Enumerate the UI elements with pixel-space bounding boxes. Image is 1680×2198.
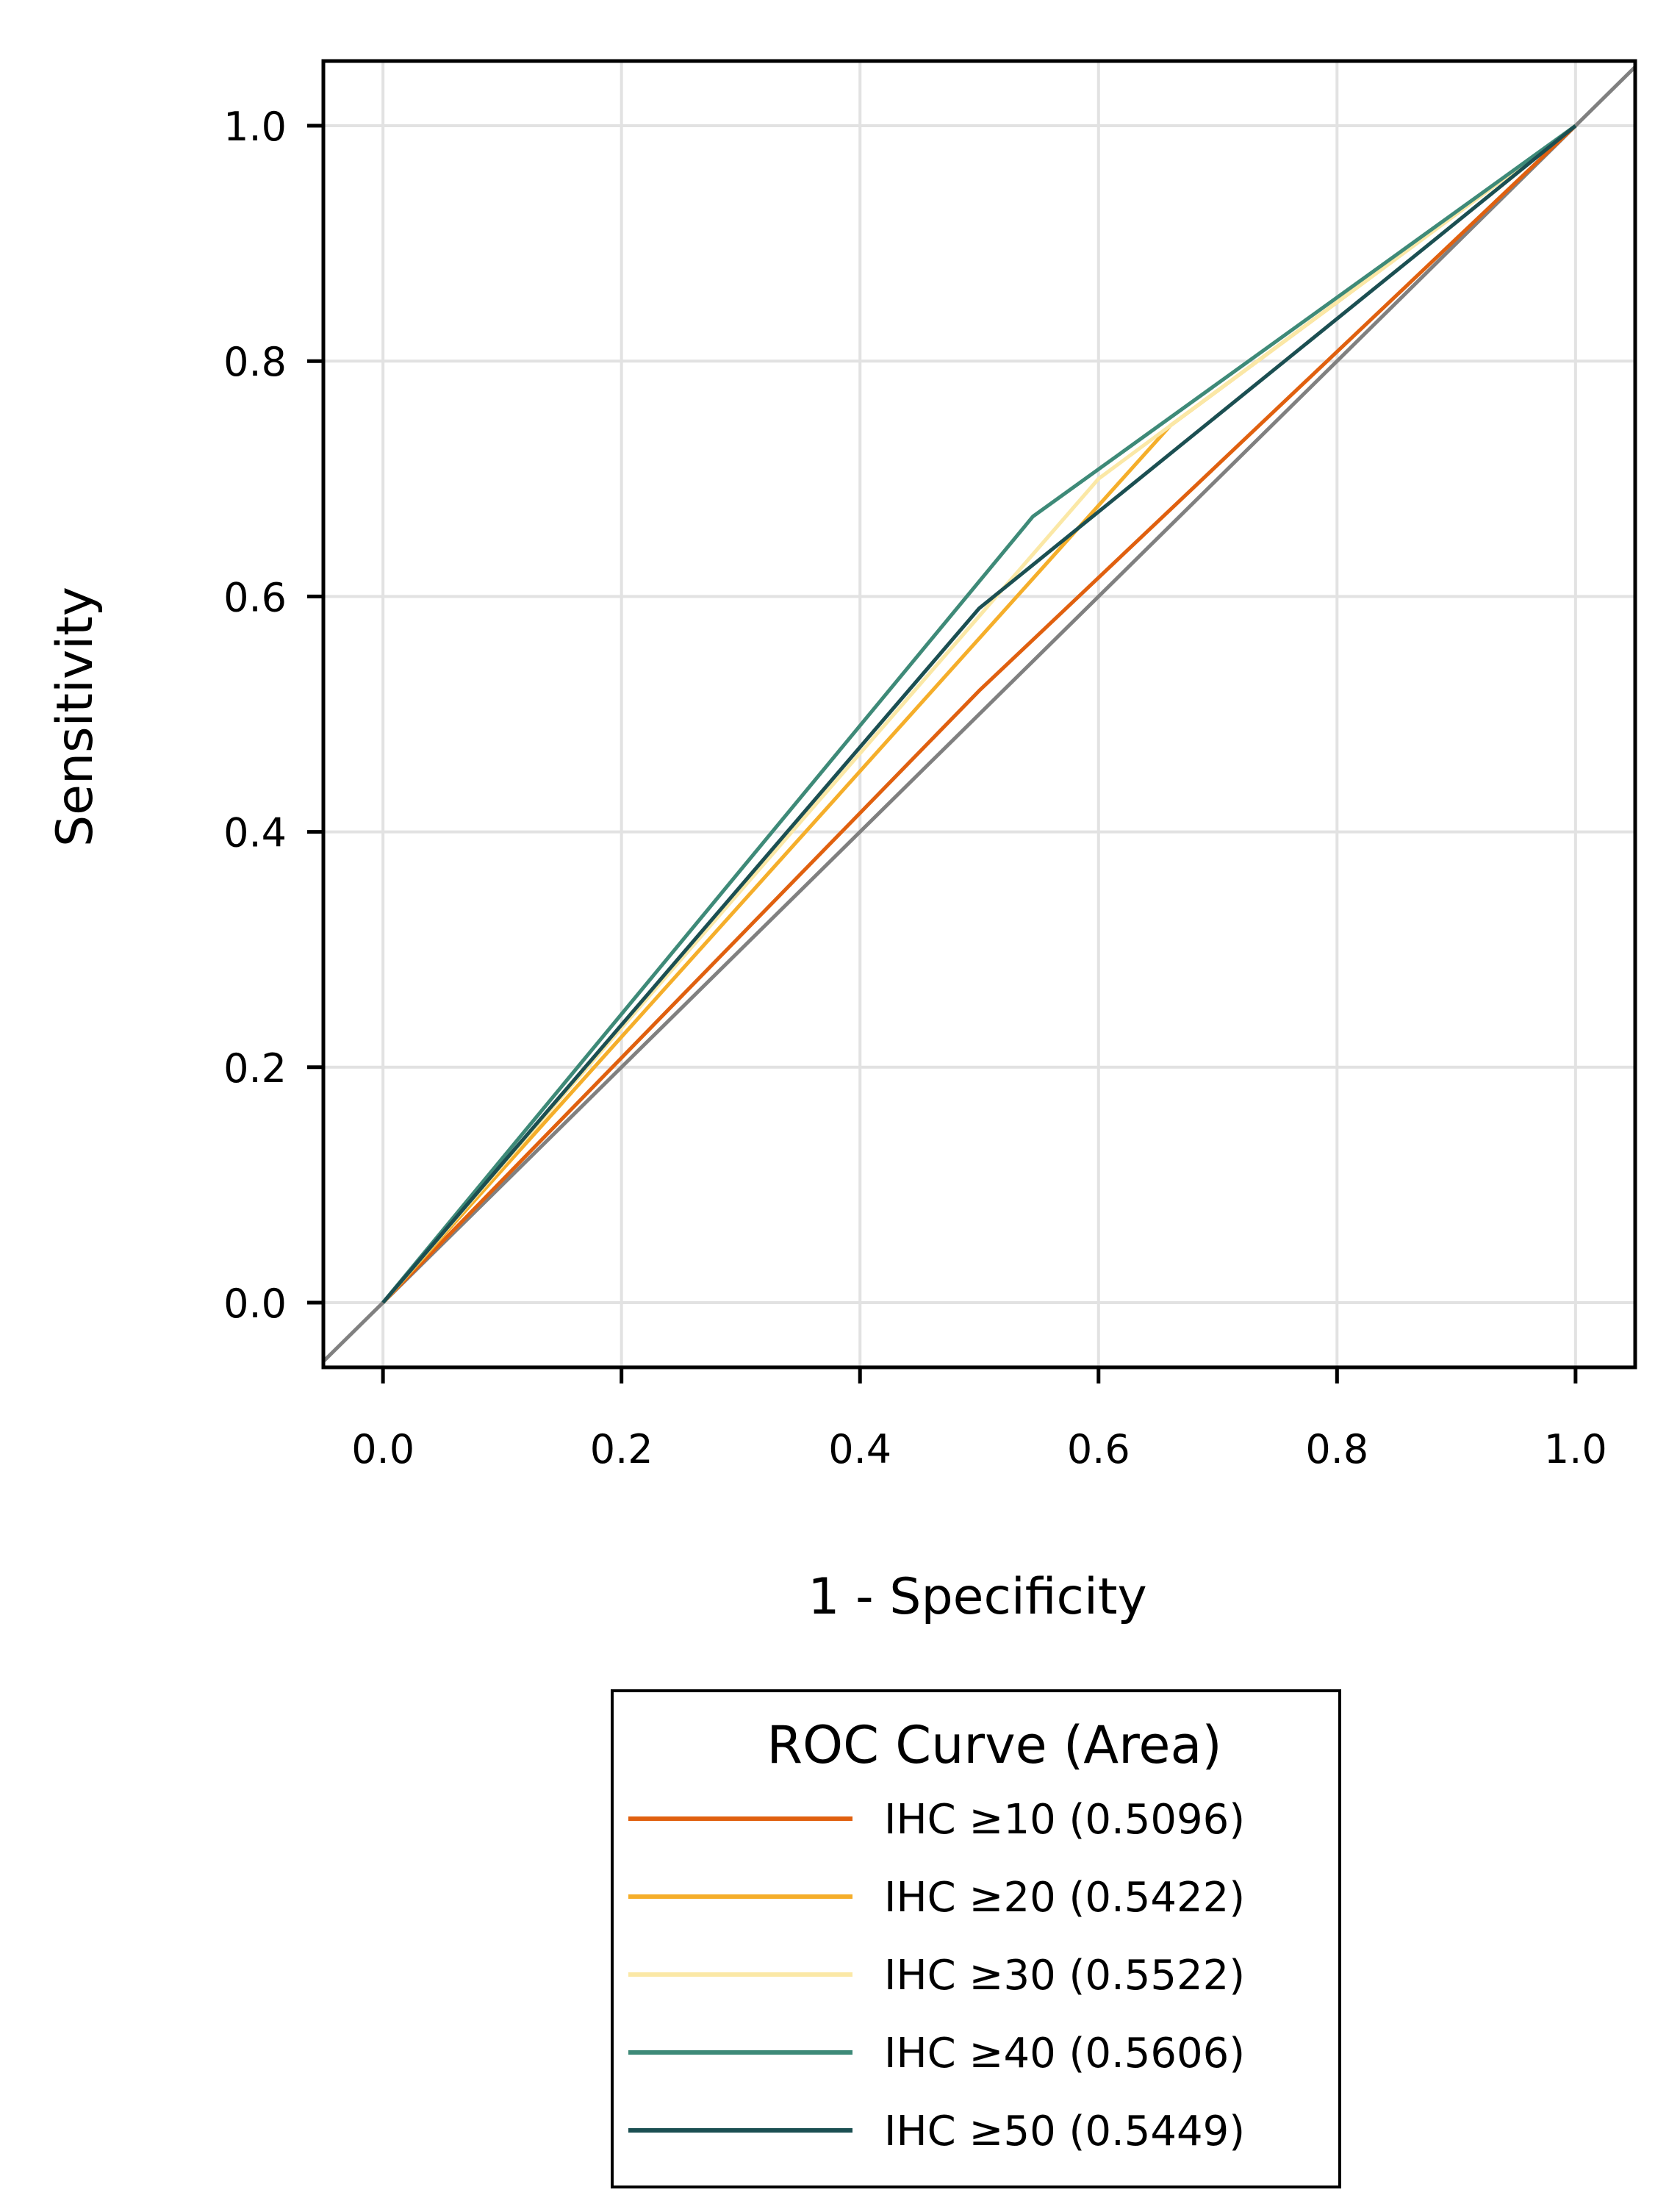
x-axis-title: 1 - Specificity xyxy=(808,1568,1147,1626)
x-tick-label-1: 0.2 xyxy=(590,1426,653,1472)
series-line-3 xyxy=(381,124,1577,1304)
chance-diagonal-line xyxy=(322,65,1637,1363)
legend-title: ROC Curve (Area) xyxy=(767,1715,1221,1775)
legend-box xyxy=(611,1689,1341,2188)
y-tick-label-2: 0.4 xyxy=(223,810,287,856)
reference-line xyxy=(322,65,1637,1363)
series-line-4 xyxy=(381,124,1577,1304)
axis-ticks: 0.0 0.2 0.4 0.6 0.8 1.0 0.0 0.2 0.4 0.6 0.8 1.0 xyxy=(223,104,1607,1472)
x-tick-label-2: 0.4 xyxy=(828,1426,891,1472)
y-tick-label-3: 0.6 xyxy=(223,574,287,620)
x-tick-label-3: 0.6 xyxy=(1067,1426,1130,1472)
y-tick-label-5: 1.0 xyxy=(223,104,287,150)
x-tick-label-4: 0.8 xyxy=(1305,1426,1368,1472)
grid xyxy=(323,61,1635,1367)
y-tick-label-1: 0.2 xyxy=(223,1045,287,1092)
legend-label-1: IHC ≥10 (0.5096) xyxy=(884,1796,1245,1844)
legend-label-5: IHC ≥50 (0.5449) xyxy=(884,2108,1245,2155)
legend-items: IHC ≥10 (0.5096) IHC ≥20 (0.5422) IHC ≥30 … xyxy=(628,1796,1245,2155)
y-axis-title: Sensitivity xyxy=(46,587,104,847)
legend-label-3: IHC ≥30 (0.5522) xyxy=(884,1952,1245,2000)
x-tick-label-5: 1.0 xyxy=(1544,1426,1607,1472)
y-tick-label-4: 0.8 xyxy=(223,339,287,385)
legend-label-4: IHC ≥40 (0.5606) xyxy=(884,2030,1245,2077)
series-line-1 xyxy=(381,124,1577,1304)
series-lines xyxy=(381,124,1577,1304)
legend-label-2: IHC ≥20 (0.5422) xyxy=(884,1874,1245,1922)
plot-frame xyxy=(321,59,1637,1370)
series-line-5 xyxy=(381,124,1577,1304)
y-tick-label-0: 0.0 xyxy=(223,1281,287,1327)
x-tick-label-0: 0.0 xyxy=(351,1426,414,1472)
legend: ROC Curve (Area) IHC ≥10 (0.5096) IHC ≥20… xyxy=(611,1689,1341,2188)
